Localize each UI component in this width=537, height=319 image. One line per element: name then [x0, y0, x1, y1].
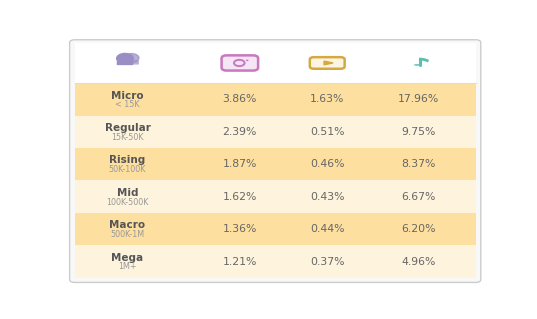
Text: Regular: Regular: [105, 123, 150, 133]
Text: 100K-500K: 100K-500K: [106, 197, 149, 207]
Text: Micro: Micro: [111, 91, 144, 100]
Bar: [75, 43, 476, 83]
Circle shape: [124, 54, 139, 62]
Text: 0.43%: 0.43%: [310, 192, 344, 202]
Text: 0.51%: 0.51%: [310, 127, 344, 137]
Text: Mega: Mega: [111, 253, 143, 263]
Text: 9.75%: 9.75%: [402, 127, 436, 137]
Text: 17.96%: 17.96%: [398, 94, 439, 104]
Bar: [75, 148, 476, 181]
FancyBboxPatch shape: [222, 56, 258, 70]
Text: 15K-50K: 15K-50K: [111, 133, 144, 142]
Text: 500K-1M: 500K-1M: [111, 230, 144, 239]
Circle shape: [117, 54, 133, 63]
FancyBboxPatch shape: [310, 57, 345, 69]
Ellipse shape: [414, 64, 420, 66]
FancyBboxPatch shape: [117, 61, 133, 65]
Bar: [75, 245, 476, 278]
Text: 1.21%: 1.21%: [223, 256, 257, 267]
Circle shape: [246, 60, 249, 61]
Bar: [75, 83, 476, 116]
Text: 50K-100K: 50K-100K: [109, 165, 146, 174]
FancyBboxPatch shape: [70, 40, 481, 282]
Text: Mid: Mid: [117, 188, 138, 198]
Text: 6.67%: 6.67%: [402, 192, 436, 202]
Text: 2.39%: 2.39%: [223, 127, 257, 137]
Text: 0.44%: 0.44%: [310, 224, 344, 234]
Text: 3.86%: 3.86%: [223, 94, 257, 104]
Text: 0.46%: 0.46%: [310, 159, 344, 169]
Text: 1.87%: 1.87%: [223, 159, 257, 169]
Text: 0.37%: 0.37%: [310, 256, 344, 267]
Text: 1.36%: 1.36%: [223, 224, 257, 234]
Text: Macro: Macro: [110, 220, 146, 230]
Bar: [75, 181, 476, 213]
Text: 1.62%: 1.62%: [223, 192, 257, 202]
Text: < 15K: < 15K: [115, 100, 140, 109]
Text: 1.63%: 1.63%: [310, 94, 344, 104]
FancyBboxPatch shape: [124, 60, 139, 64]
Text: Rising: Rising: [110, 155, 146, 165]
Text: 4.96%: 4.96%: [402, 256, 436, 267]
Bar: [75, 116, 476, 148]
Polygon shape: [324, 61, 333, 65]
Text: 8.37%: 8.37%: [402, 159, 436, 169]
Text: 6.20%: 6.20%: [402, 224, 436, 234]
Text: 1M+: 1M+: [118, 263, 137, 271]
Bar: [75, 213, 476, 245]
